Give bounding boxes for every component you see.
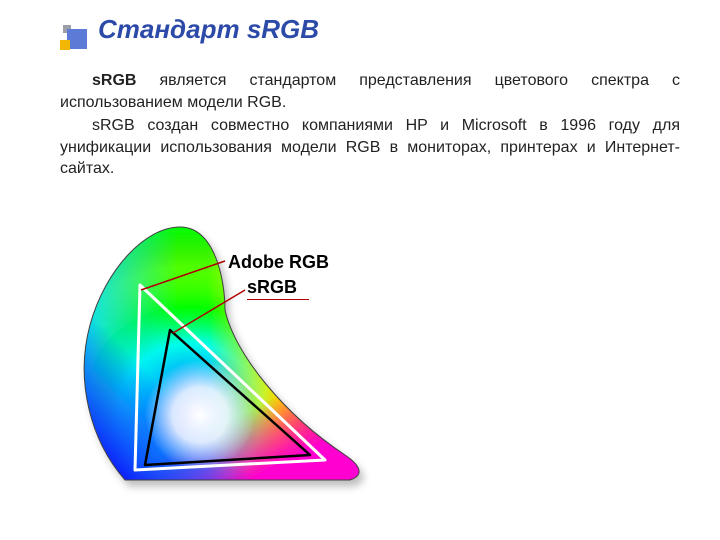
p1-rest: является стандартом представления цветов… — [60, 72, 680, 111]
label-srgb: sRGB — [247, 277, 297, 298]
label-srgb-underline — [247, 299, 309, 300]
paragraph-1: sRGB является стандартом представления ц… — [60, 70, 680, 113]
slide-title: Стандарт sRGB — [98, 14, 319, 45]
title-bullet-icon — [60, 22, 88, 50]
chromaticity-diagram: Adobe RGB sRGB — [50, 215, 410, 515]
label-adobe-rgb: Adobe RGB — [228, 252, 329, 273]
p1-lead: sRGB — [92, 72, 136, 89]
slide: Стандарт sRGB sRGB является стандартом п… — [0, 0, 720, 540]
body-text: sRGB является стандартом представления ц… — [60, 70, 680, 182]
paragraph-2: sRGB создан совместно компаниями HP и Mi… — [60, 115, 680, 180]
